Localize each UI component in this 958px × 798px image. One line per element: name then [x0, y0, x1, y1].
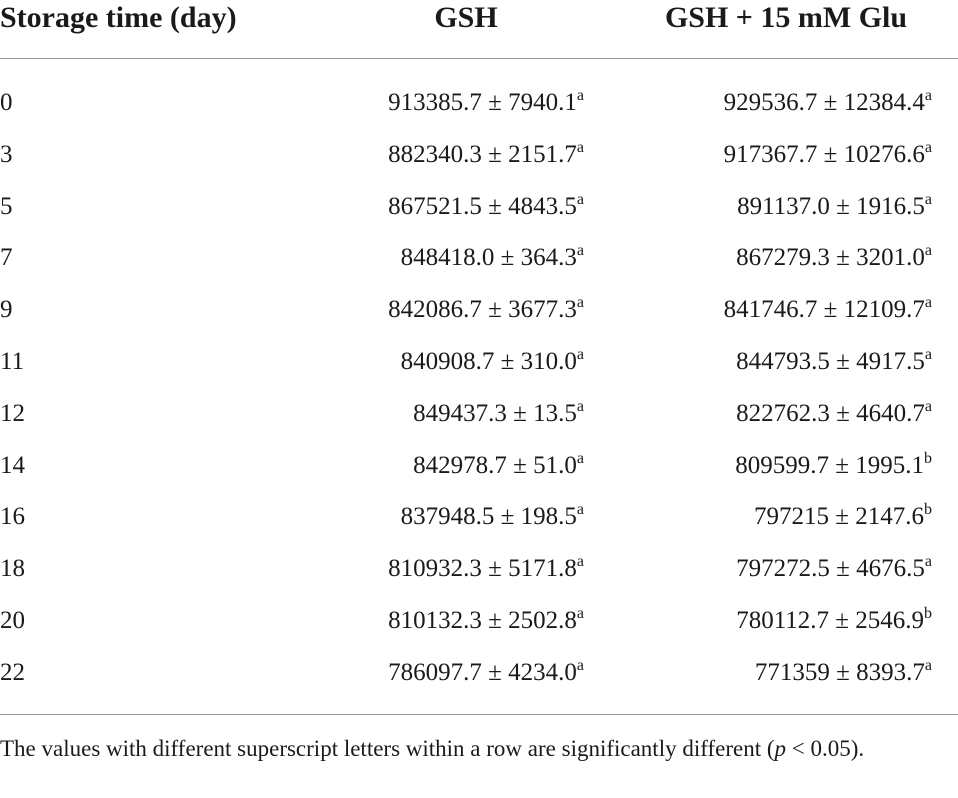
superscript: b	[924, 605, 932, 622]
gsh-cell: 840908.7 ± 310.0a	[401, 347, 584, 377]
glu-cell: 797272.5 ± 4676.5a	[736, 554, 932, 584]
day-cell: 11	[0, 348, 25, 375]
superscript: a	[576, 553, 584, 571]
value: 867279.3 ± 3201.0	[736, 244, 925, 272]
value: 809599.7 ± 1995.1	[735, 451, 924, 479]
footnote: The values with different superscript le…	[0, 732, 958, 765]
superscript: a	[576, 605, 584, 622]
superscript: a	[576, 397, 584, 415]
superscript: a	[924, 397, 932, 415]
value: 891137.0 ± 1916.5	[737, 192, 925, 220]
superscript: a	[576, 449, 584, 467]
value: 786097.7 ± 4234.0	[388, 658, 577, 686]
superscript: b	[924, 501, 932, 519]
value: 810132.3 ± 2502.8	[388, 607, 577, 634]
gsh-cell: 882340.3 ± 2151.7a	[388, 138, 584, 170]
value: 849437.3 ± 13.5	[413, 399, 577, 427]
value: 841746.7 ± 12109.7	[723, 296, 925, 324]
header-cell: GSH + 15 mM Glu	[664, 1, 908, 34]
glu-cell: 797215 ± 2147.6b	[754, 502, 932, 532]
superscript: a	[924, 242, 932, 260]
gsh-cell: 842086.7 ± 3677.3a	[388, 295, 584, 325]
day-cell: 0	[0, 89, 13, 116]
glu-cell: 822762.3 ± 4640.7a	[736, 397, 932, 429]
glu-cell: 929536.7 ± 12384.4a	[724, 88, 932, 118]
header-rule	[0, 58, 958, 59]
value: 913385.7 ± 7940.1	[388, 89, 577, 116]
superscript: a	[924, 294, 932, 312]
superscript: a	[924, 346, 932, 363]
day-cell: 16	[0, 503, 25, 531]
superscript: a	[924, 656, 932, 674]
value: 848418.0 ± 364.3	[400, 244, 577, 272]
day-cell: 5	[0, 192, 13, 220]
glu-cell: 844793.5 ± 4917.5a	[736, 347, 932, 377]
day-cell: 18	[0, 555, 25, 583]
gsh-cell: 810132.3 ± 2502.8a	[388, 606, 584, 636]
glu-cell: 771359 ± 8393.7a	[754, 656, 932, 688]
day-cell: 14	[0, 451, 25, 479]
day-cell: 22	[0, 658, 25, 686]
header-cell: GSH	[434, 1, 498, 34]
glu-cell: 780112.7 ± 2546.9b	[736, 606, 932, 636]
header-cell: Storage time (day)	[0, 1, 237, 34]
gsh-cell: 810932.3 ± 5171.8a	[388, 554, 584, 584]
glu-cell: 891137.0 ± 1916.5a	[737, 190, 932, 222]
value: 837948.5 ± 198.5	[400, 503, 577, 531]
gsh-cell: 842978.7 ± 51.0a	[413, 449, 584, 481]
superscript: a	[576, 242, 584, 260]
value: 867521.5 ± 4843.5	[388, 192, 577, 220]
gsh-cell: 913385.7 ± 7940.1a	[388, 88, 584, 118]
value: 797272.5 ± 4676.5	[736, 555, 925, 583]
bottom-rule	[0, 714, 958, 715]
superscript: b	[924, 449, 932, 467]
glu-cell: 809599.7 ± 1995.1b	[735, 449, 932, 481]
day-cell: 12	[0, 399, 25, 427]
superscript: a	[576, 87, 584, 104]
superscript: a	[576, 656, 584, 674]
value: 840908.7 ± 310.0	[400, 348, 577, 375]
superscript: a	[924, 138, 932, 156]
day-cell: 3	[0, 140, 13, 168]
value: 882340.3 ± 2151.7	[388, 140, 577, 168]
day-cell: 9	[0, 296, 13, 324]
day-cell: 7	[0, 244, 13, 272]
value: 780112.7 ± 2546.9	[736, 607, 924, 634]
value: 771359 ± 8393.7	[754, 658, 925, 686]
superscript: a	[576, 138, 584, 156]
value: 842086.7 ± 3677.3	[388, 296, 577, 324]
gsh-cell: 837948.5 ± 198.5a	[401, 502, 584, 532]
value: 822762.3 ± 4640.7	[736, 399, 925, 427]
note-italic: p	[774, 736, 787, 761]
glu-cell: 841746.7 ± 12109.7a	[724, 295, 932, 325]
glu-cell: 917367.7 ± 10276.6a	[723, 138, 932, 170]
superscript: a	[924, 190, 932, 208]
note-text: The values with different superscript le…	[0, 736, 775, 761]
value: 844793.5 ± 4917.5	[736, 348, 925, 375]
superscript: a	[924, 87, 932, 104]
superscript: a	[576, 501, 584, 519]
day-cell: 20	[0, 607, 25, 634]
gsh-cell: 849437.3 ± 13.5a	[413, 397, 584, 429]
superscript: a	[576, 346, 584, 363]
value: 917367.7 ± 10276.6	[723, 140, 925, 168]
gsh-cell: 867521.5 ± 4843.5a	[388, 190, 584, 222]
superscript: a	[924, 553, 932, 571]
value: 929536.7 ± 12384.4	[723, 89, 925, 116]
gsh-cell: 848418.0 ± 364.3a	[401, 243, 584, 273]
value: 797215 ± 2147.6	[754, 503, 924, 531]
superscript: a	[576, 190, 584, 208]
value: 810932.3 ± 5171.8	[388, 555, 577, 583]
superscript: a	[576, 294, 584, 312]
value: 842978.7 ± 51.0	[413, 451, 577, 479]
gsh-cell: 786097.7 ± 4234.0a	[388, 656, 584, 688]
note-text: < 0.05).	[786, 736, 865, 761]
glu-cell: 867279.3 ± 3201.0a	[736, 243, 932, 273]
